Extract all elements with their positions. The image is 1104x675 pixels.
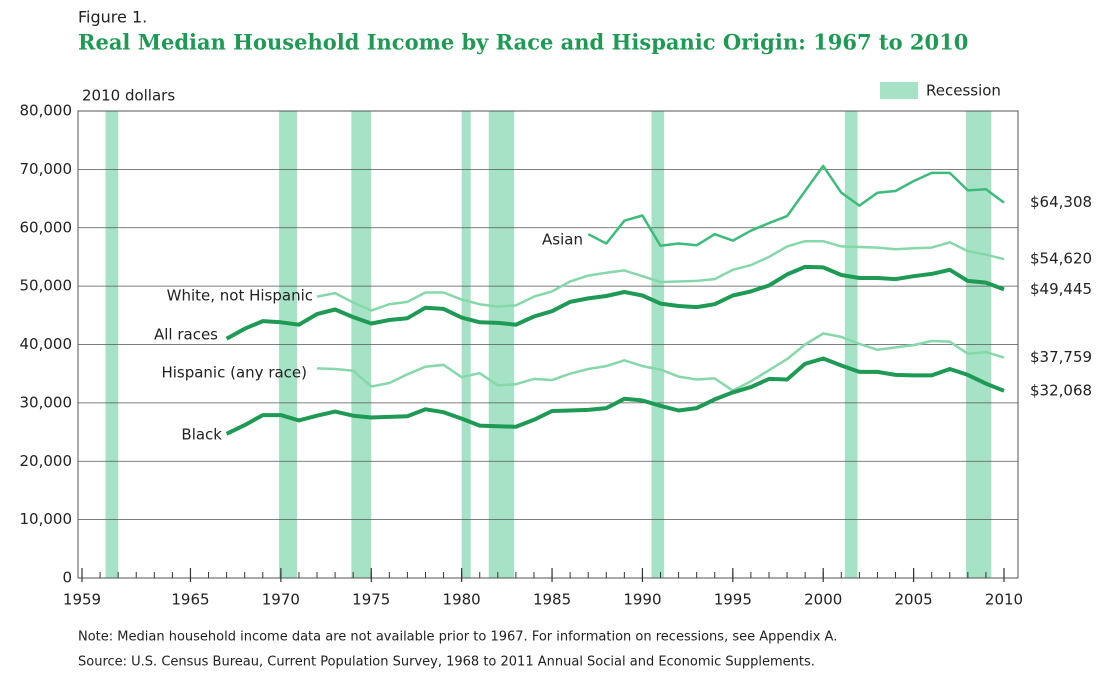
y-tick-label: 30,000 — [20, 393, 73, 411]
x-tick-label: 2000 — [804, 591, 842, 609]
value-label: $64,308 — [1030, 193, 1092, 211]
series-line — [587, 164, 1005, 248]
series-label: All races — [154, 326, 218, 344]
y-tick-label: 20,000 — [20, 452, 73, 470]
y-tick-label: 40,000 — [20, 335, 73, 353]
source: Source: U.S. Census Bureau, Current Popu… — [78, 655, 815, 670]
value-label: $54,620 — [1030, 250, 1092, 268]
y-tick-label: 0 — [62, 569, 72, 587]
x-tick-label: 2010 — [985, 591, 1023, 609]
series-line — [316, 239, 1005, 312]
note: Note: Median household income data are n… — [78, 630, 837, 645]
value-label: $49,445 — [1030, 280, 1092, 298]
series-label: Hispanic (any race) — [161, 364, 307, 382]
series-label: Black — [181, 426, 222, 444]
series-label: Asian — [542, 231, 583, 249]
x-tick-label: 1959 — [63, 591, 101, 609]
x-tick-label: 1965 — [171, 591, 209, 609]
legend-swatch — [880, 82, 918, 99]
series-line — [225, 264, 1005, 341]
chart-title: Real Median Household Income by Race and… — [78, 30, 968, 55]
x-tick-label: 1990 — [623, 591, 661, 609]
legend-label: Recession — [926, 82, 1001, 100]
figure-label: Figure 1. — [78, 8, 147, 27]
series-label: White, not Hispanic — [167, 287, 313, 305]
x-tick-label: 1975 — [352, 591, 390, 609]
x-tick-label: 2005 — [895, 591, 933, 609]
x-tick-label: 1985 — [533, 591, 571, 609]
x-tick-label: 1980 — [443, 591, 481, 609]
y-tick-label: 50,000 — [20, 277, 73, 295]
y-axis-label: 2010 dollars — [82, 87, 175, 105]
y-tick-label: 60,000 — [20, 218, 73, 236]
series-line — [316, 332, 1005, 392]
x-tick-label: 1995 — [714, 591, 752, 609]
value-label: $32,068 — [1030, 381, 1092, 399]
series-line — [225, 356, 1005, 436]
y-tick-label: 70,000 — [20, 160, 73, 178]
y-tick-label: 10,000 — [20, 510, 73, 528]
y-tick-label: 80,000 — [20, 102, 73, 120]
plot-frame — [77, 110, 1019, 579]
x-tick-label: 1970 — [262, 591, 300, 609]
value-label: $37,759 — [1030, 348, 1092, 366]
